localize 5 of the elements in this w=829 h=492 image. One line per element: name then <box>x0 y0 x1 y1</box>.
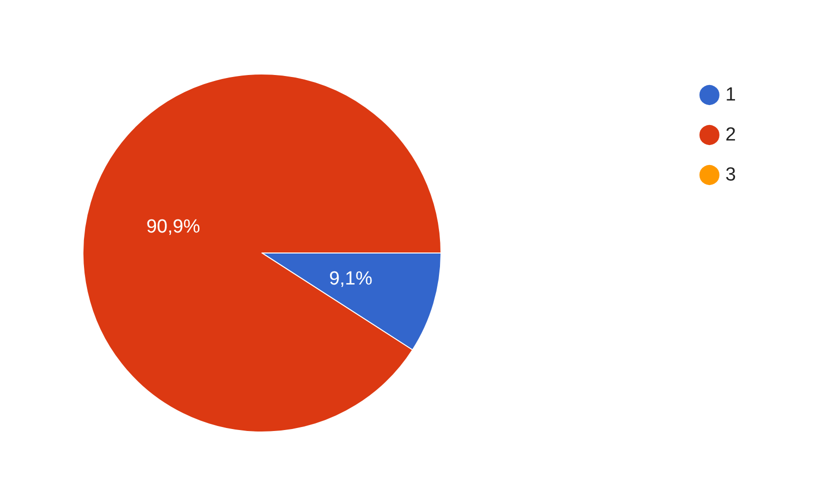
legend-label: 3 <box>725 164 736 186</box>
legend-label: 2 <box>725 124 736 146</box>
data-label: 90,9% <box>146 216 200 238</box>
legend-label: 1 <box>725 84 736 106</box>
data-label: 9,1% <box>329 268 372 290</box>
